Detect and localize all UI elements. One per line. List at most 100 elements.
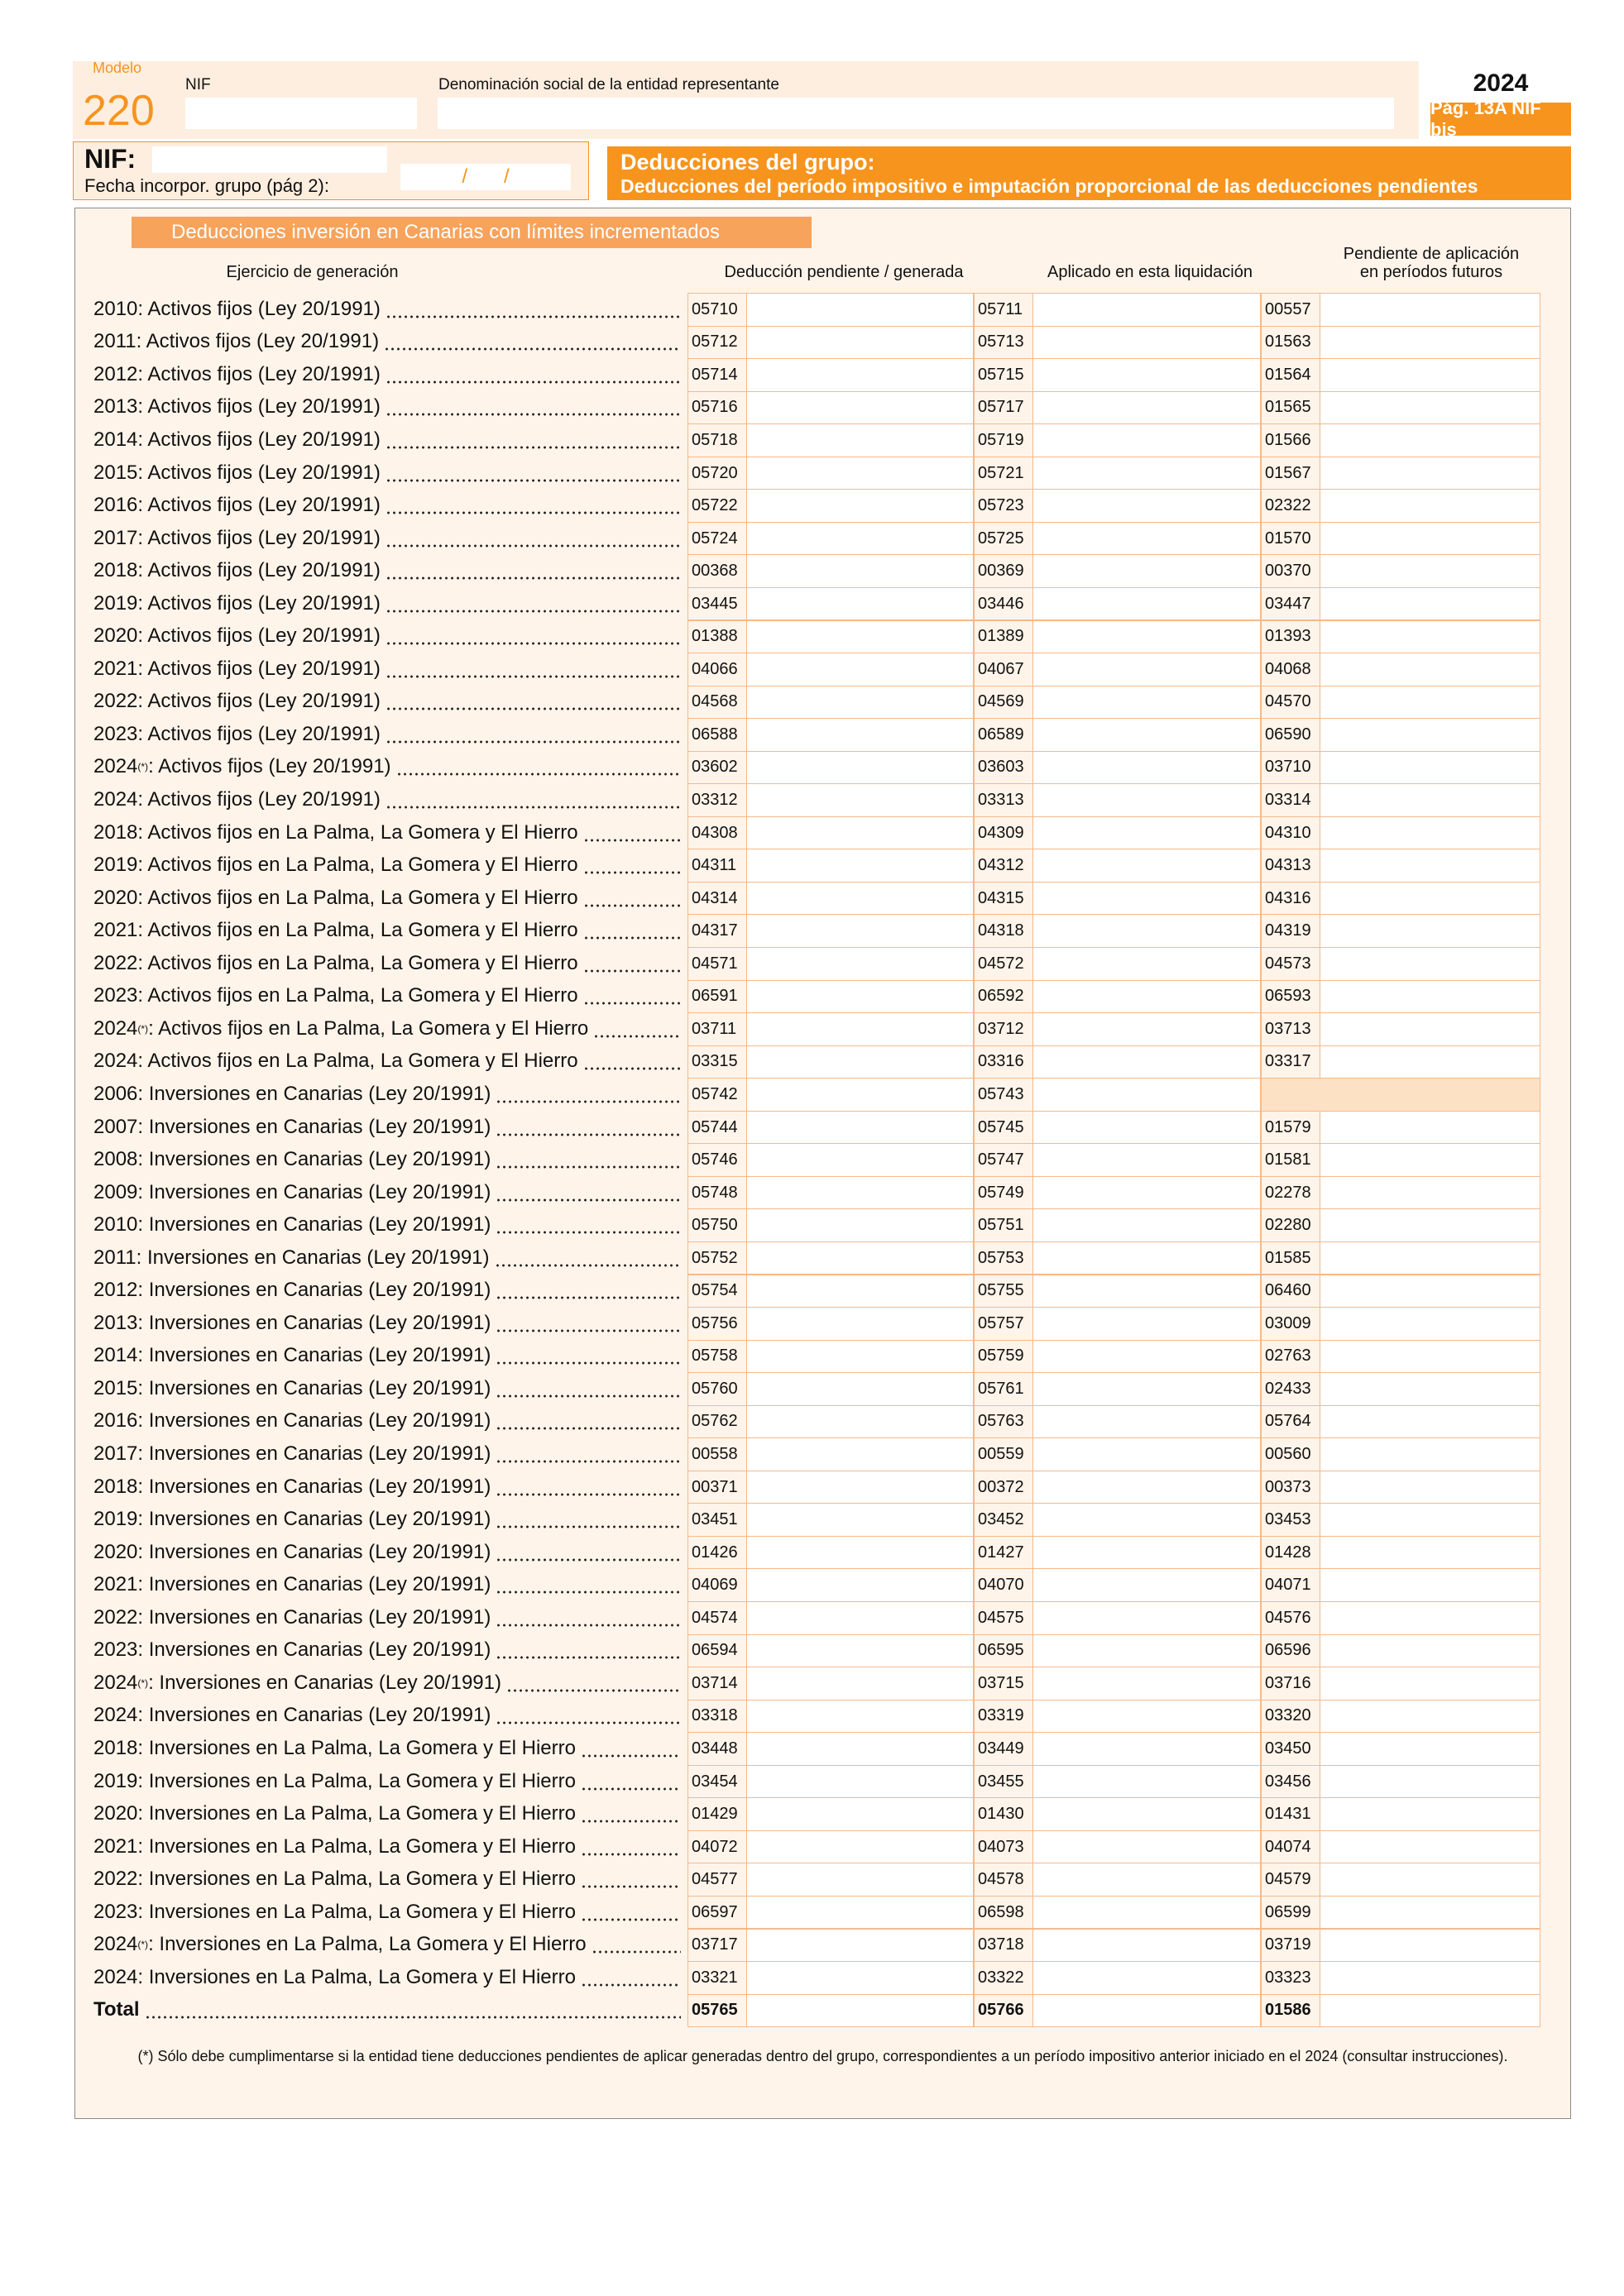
input-cell[interactable]	[746, 1045, 974, 1079]
denominacion-field[interactable]	[438, 98, 1394, 129]
input-cell[interactable]	[1032, 1797, 1261, 1831]
input-cell[interactable]	[1032, 816, 1261, 850]
input-cell[interactable]	[746, 325, 974, 360]
input-cell[interactable]	[746, 979, 974, 1014]
input-cell[interactable]	[1320, 783, 1540, 817]
input-cell[interactable]	[1032, 1045, 1261, 1079]
input-cell[interactable]	[746, 1732, 974, 1766]
input-cell[interactable]	[1320, 718, 1540, 752]
input-cell[interactable]	[1320, 1372, 1540, 1406]
input-cell[interactable]	[746, 783, 974, 817]
input-cell[interactable]	[1032, 1437, 1261, 1471]
input-cell[interactable]	[1032, 1699, 1261, 1734]
input-cell[interactable]	[1320, 1437, 1540, 1471]
input-cell[interactable]	[1320, 1928, 1540, 1963]
input-cell[interactable]	[746, 1863, 974, 1897]
input-cell[interactable]	[1320, 1175, 1540, 1210]
input-cell[interactable]	[1320, 325, 1540, 360]
input-cell[interactable]	[1032, 1143, 1261, 1177]
input-cell[interactable]	[1032, 1667, 1261, 1700]
input-cell[interactable]	[1320, 390, 1540, 425]
input-cell[interactable]	[1320, 1667, 1540, 1700]
input-cell[interactable]	[1032, 1634, 1261, 1668]
input-cell[interactable]	[1320, 1993, 1540, 2028]
input-cell[interactable]	[746, 1437, 974, 1471]
input-cell[interactable]	[746, 521, 974, 556]
input-cell[interactable]	[1032, 1274, 1261, 1308]
input-cell[interactable]	[1320, 1208, 1540, 1242]
input-cell[interactable]	[1032, 423, 1261, 457]
input-cell[interactable]	[1320, 423, 1540, 457]
input-cell[interactable]	[746, 1274, 974, 1308]
input-cell[interactable]	[1032, 979, 1261, 1014]
input-cell[interactable]	[1320, 489, 1540, 523]
input-cell[interactable]	[746, 1078, 974, 1112]
input-cell[interactable]	[746, 293, 974, 327]
input-cell[interactable]	[1032, 947, 1261, 981]
input-cell[interactable]	[1032, 1764, 1261, 1799]
input-cell[interactable]	[746, 1928, 974, 1963]
input-cell[interactable]	[1320, 849, 1540, 883]
input-cell[interactable]	[746, 554, 974, 588]
input-cell[interactable]	[1032, 1863, 1261, 1897]
input-cell[interactable]	[1032, 1078, 1261, 1112]
input-cell[interactable]	[1032, 1601, 1261, 1635]
input-cell[interactable]	[1320, 1241, 1540, 1275]
input-cell[interactable]	[1032, 1535, 1261, 1570]
input-cell[interactable]	[746, 1634, 974, 1668]
input-cell[interactable]	[1320, 1634, 1540, 1668]
input-cell[interactable]	[1320, 1535, 1540, 1570]
input-cell[interactable]	[1320, 1012, 1540, 1046]
input-cell[interactable]	[1032, 619, 1261, 654]
input-cell[interactable]	[746, 423, 974, 457]
input-cell[interactable]	[1320, 1568, 1540, 1602]
input-cell[interactable]	[1320, 1830, 1540, 1864]
input-cell[interactable]	[746, 1372, 974, 1406]
input-cell[interactable]	[1032, 1012, 1261, 1046]
input-cell[interactable]	[1320, 1797, 1540, 1831]
input-cell[interactable]	[1320, 1470, 1540, 1504]
input-cell[interactable]	[746, 489, 974, 523]
input-cell[interactable]	[746, 914, 974, 948]
input-cell[interactable]	[746, 1012, 974, 1046]
input-cell[interactable]	[746, 718, 974, 752]
input-cell[interactable]	[746, 1699, 974, 1734]
input-cell[interactable]	[746, 1993, 974, 2028]
input-cell[interactable]	[1320, 1732, 1540, 1766]
input-cell[interactable]	[1032, 1110, 1261, 1145]
input-cell[interactable]	[1032, 750, 1261, 785]
input-cell[interactable]	[1032, 554, 1261, 588]
input-cell[interactable]	[746, 586, 974, 621]
input-cell[interactable]	[1320, 914, 1540, 948]
input-cell[interactable]	[1320, 816, 1540, 850]
input-cell[interactable]	[1032, 1961, 1261, 1995]
input-cell[interactable]	[746, 1830, 974, 1864]
input-cell[interactable]	[746, 1667, 974, 1700]
input-cell[interactable]	[1032, 1404, 1261, 1439]
input-cell[interactable]	[1032, 1208, 1261, 1242]
input-cell[interactable]	[1032, 1372, 1261, 1406]
input-cell[interactable]	[1032, 521, 1261, 556]
input-cell[interactable]	[1032, 1470, 1261, 1504]
input-cell[interactable]	[1320, 947, 1540, 981]
input-cell[interactable]	[1320, 358, 1540, 392]
input-cell[interactable]	[746, 1470, 974, 1504]
input-cell[interactable]	[746, 1764, 974, 1799]
input-cell[interactable]	[1032, 849, 1261, 883]
nif-field[interactable]	[185, 98, 417, 129]
input-cell[interactable]	[1320, 1274, 1540, 1308]
input-cell[interactable]	[1032, 390, 1261, 425]
input-cell[interactable]	[1320, 1895, 1540, 1930]
input-cell[interactable]	[746, 653, 974, 686]
input-cell[interactable]	[1032, 358, 1261, 392]
input-cell[interactable]	[1320, 881, 1540, 916]
input-cell[interactable]	[746, 1241, 974, 1275]
input-cell[interactable]	[1320, 619, 1540, 654]
input-cell[interactable]	[1320, 1699, 1540, 1734]
input-cell[interactable]	[746, 619, 974, 654]
input-cell[interactable]	[1032, 914, 1261, 948]
input-cell[interactable]	[1320, 293, 1540, 327]
input-cell[interactable]	[1320, 456, 1540, 490]
input-cell[interactable]	[1320, 685, 1540, 720]
group-nif-field[interactable]	[152, 146, 387, 173]
